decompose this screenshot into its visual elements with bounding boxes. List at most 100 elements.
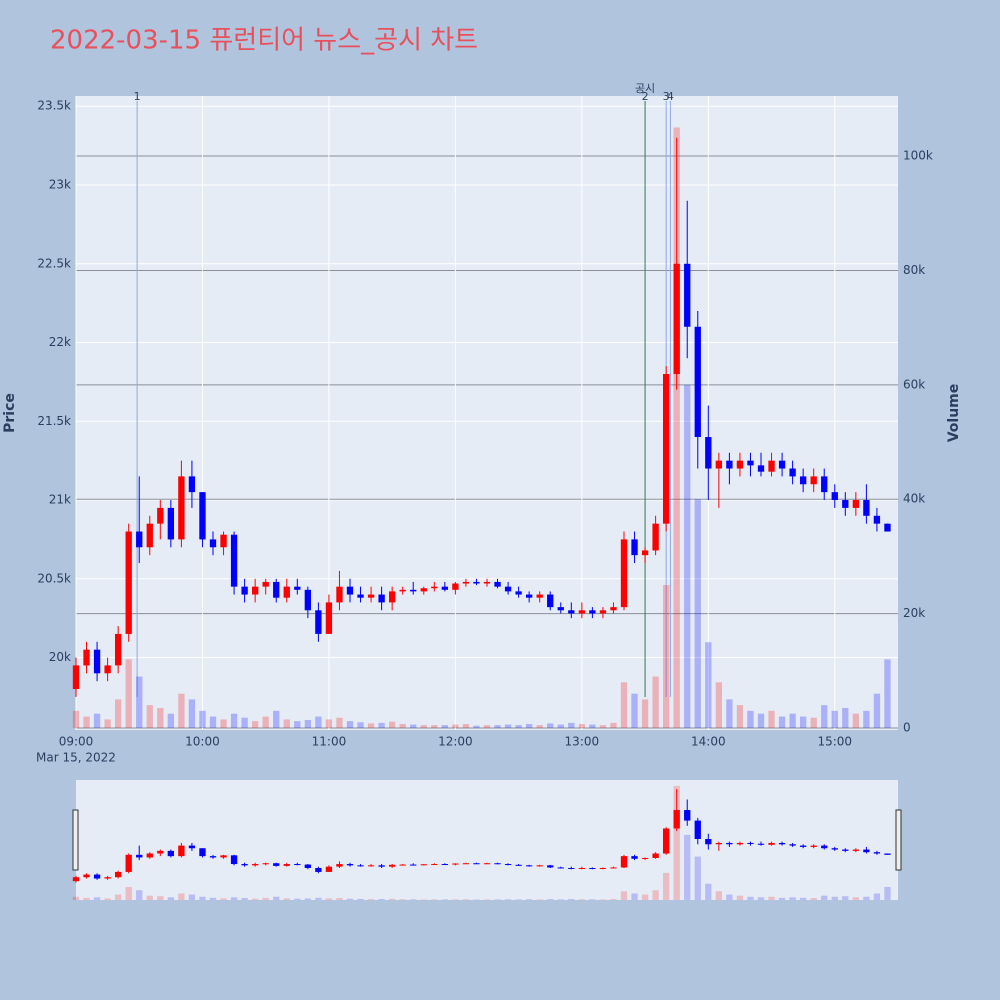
slider-candle-body bbox=[673, 810, 680, 829]
slider-volume-bar bbox=[325, 898, 333, 900]
slider-volume-bar bbox=[410, 899, 417, 900]
annotation-label: 1 bbox=[134, 90, 141, 103]
slider-volume-bar bbox=[547, 899, 554, 900]
slider-candle-body bbox=[568, 867, 575, 869]
slider-candle-body bbox=[589, 867, 596, 869]
slider-volume-bar bbox=[114, 894, 122, 900]
candle-body bbox=[325, 602, 333, 634]
volume-bar bbox=[589, 724, 596, 728]
slider-candle-body bbox=[325, 866, 333, 872]
candle-body bbox=[536, 594, 543, 598]
range-slider[interactable] bbox=[76, 780, 898, 900]
volume-bar bbox=[620, 682, 628, 728]
volume-bar bbox=[757, 713, 765, 728]
volume-bar bbox=[673, 127, 680, 728]
slider-volume-bar bbox=[715, 891, 723, 900]
candle-body bbox=[715, 460, 723, 469]
slider-candle-body bbox=[726, 842, 733, 845]
y-tick-label: 20k bbox=[49, 650, 71, 664]
volume-bar bbox=[789, 713, 796, 728]
slider-volume-bar bbox=[799, 897, 807, 900]
slider-handle[interactable] bbox=[895, 809, 902, 871]
volume-bar bbox=[568, 722, 575, 728]
slider-volume-bar bbox=[652, 890, 659, 900]
volume-bar bbox=[515, 725, 522, 728]
chart-title: 2022-03-15 퓨런티어 뉴스_공시 차트 bbox=[50, 26, 478, 56]
annotation-label: 3 bbox=[663, 90, 670, 103]
slider-volume-bar bbox=[842, 896, 849, 900]
volume-bar bbox=[631, 693, 638, 728]
candle-body bbox=[452, 583, 459, 590]
x-tick-label: 10:00 bbox=[185, 735, 220, 749]
slider-volume-bar bbox=[736, 895, 744, 900]
slider-volume-bar bbox=[283, 898, 290, 900]
candle-body bbox=[873, 515, 881, 524]
slider-volume-bar bbox=[673, 785, 680, 900]
slider-candle-body bbox=[863, 849, 870, 853]
slider-volume-bar bbox=[431, 899, 438, 900]
volume-bar bbox=[441, 725, 449, 728]
slider-candle-body bbox=[199, 848, 206, 857]
slider-candle-body bbox=[114, 871, 122, 878]
candle-body bbox=[378, 594, 385, 603]
candle-body bbox=[157, 507, 164, 524]
slider-volume-bar bbox=[684, 834, 691, 900]
slider-volume-bar bbox=[378, 899, 385, 900]
slider-candle-body bbox=[241, 864, 248, 866]
candle-body bbox=[178, 476, 185, 540]
slider-candle-body bbox=[431, 864, 438, 866]
candle-body bbox=[114, 633, 122, 666]
plot-area bbox=[76, 96, 898, 730]
slider-candle-body bbox=[72, 877, 80, 882]
slider-volume-bar bbox=[852, 897, 860, 900]
slider-candle-body bbox=[610, 867, 617, 869]
slider-volume-bar bbox=[420, 899, 427, 900]
slider-candle-body bbox=[504, 864, 512, 866]
slider-candle-body bbox=[367, 865, 375, 867]
slider-volume-bar bbox=[146, 895, 153, 900]
candle-body bbox=[705, 437, 712, 469]
slider-candle-body bbox=[230, 855, 238, 865]
slider-candle-body bbox=[273, 863, 280, 866]
slider-volume-bar bbox=[515, 899, 522, 900]
volume-bar bbox=[736, 705, 744, 728]
slider-candle-body bbox=[93, 874, 101, 879]
candle-body bbox=[673, 263, 680, 375]
volume-bar bbox=[125, 659, 132, 728]
volume-bar bbox=[220, 719, 227, 728]
slider-candle-body bbox=[684, 810, 691, 821]
slider-volume-bar bbox=[831, 896, 838, 900]
slider-candle-body bbox=[336, 864, 343, 867]
slider-volume-bar bbox=[589, 899, 596, 900]
candle-body bbox=[251, 586, 259, 595]
slider-candle-body bbox=[757, 843, 765, 845]
slider-volume-bar bbox=[768, 896, 775, 900]
volume-bar bbox=[473, 725, 480, 728]
candle-body bbox=[852, 500, 860, 508]
volume-bar bbox=[525, 723, 533, 728]
slider-handle[interactable] bbox=[72, 809, 79, 871]
volume-bar bbox=[104, 719, 111, 728]
slider-volume-bar bbox=[873, 893, 881, 900]
slider-volume-bar bbox=[821, 895, 828, 900]
slider-volume-bar bbox=[125, 886, 132, 900]
candle-body bbox=[799, 476, 807, 485]
volume-bar bbox=[842, 707, 849, 728]
slider-candle-body bbox=[778, 842, 786, 845]
slider-candle-body bbox=[283, 864, 290, 866]
slider-volume-bar bbox=[367, 899, 375, 900]
volume-bar bbox=[241, 717, 248, 728]
slider-candle-body bbox=[441, 864, 449, 866]
volume-bar bbox=[599, 725, 607, 728]
volume-bar bbox=[821, 705, 828, 728]
volume-bar bbox=[715, 682, 723, 728]
slider-candle-body bbox=[462, 863, 470, 865]
candle-body bbox=[410, 589, 417, 592]
slider-candle-body bbox=[357, 865, 364, 867]
slider-volume-bar bbox=[83, 897, 90, 900]
candle-body bbox=[568, 610, 575, 614]
x-tick-label: 12:00 bbox=[438, 735, 473, 749]
candle-body bbox=[357, 594, 364, 598]
slider-candle-body bbox=[842, 849, 849, 851]
slider-candle-body bbox=[736, 842, 744, 845]
